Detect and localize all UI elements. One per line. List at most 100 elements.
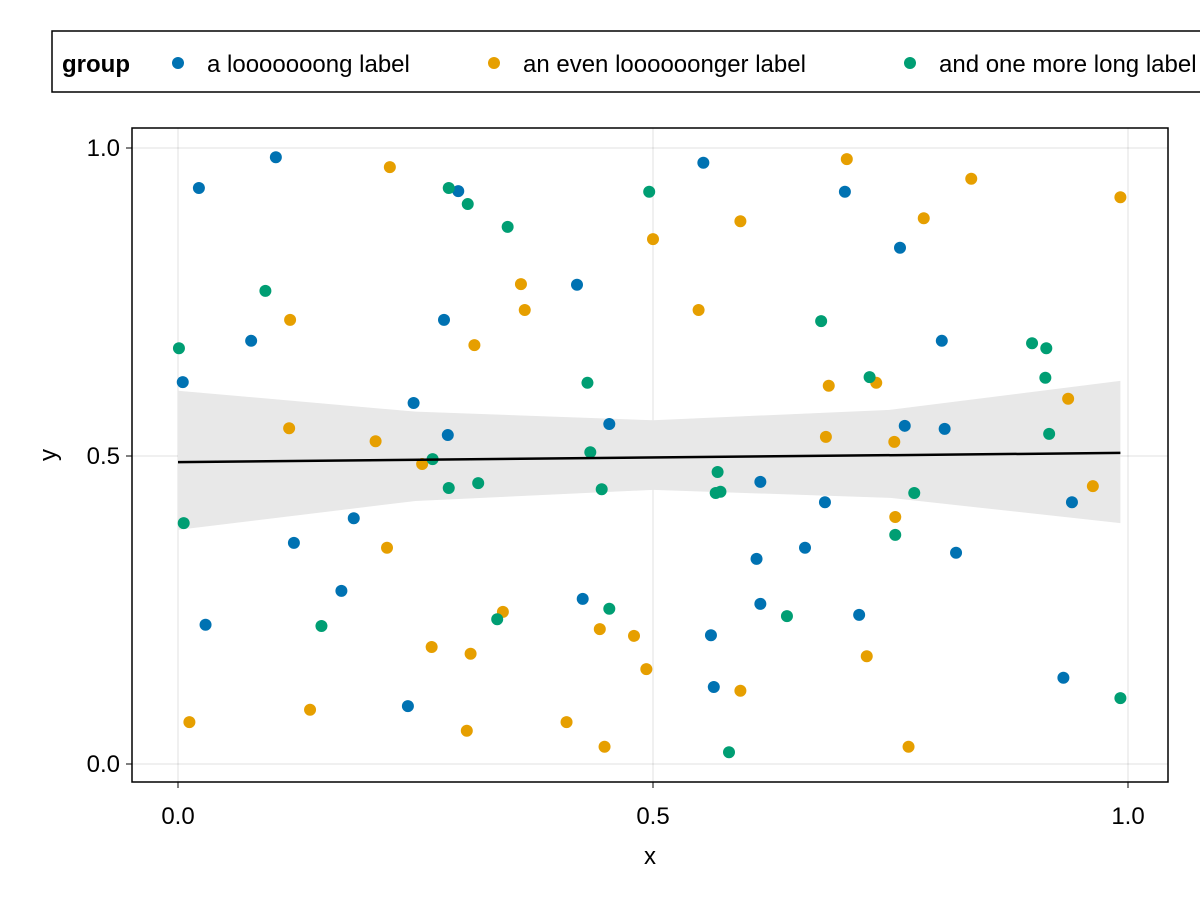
legend-frame xyxy=(51,30,1200,93)
data-point xyxy=(838,185,851,198)
data-point xyxy=(754,597,767,610)
data-point xyxy=(335,584,348,597)
data-point xyxy=(284,313,297,326)
data-point xyxy=(692,304,705,317)
data-point xyxy=(468,339,481,352)
data-point xyxy=(576,592,589,605)
data-point xyxy=(245,334,258,347)
data-point xyxy=(438,313,450,326)
data-point xyxy=(383,161,396,174)
data-point xyxy=(472,477,485,490)
x-axis-label: x xyxy=(644,843,656,870)
data-point xyxy=(902,740,915,753)
data-point xyxy=(598,740,611,753)
data-point xyxy=(822,379,835,392)
data-point xyxy=(283,422,296,435)
data-point xyxy=(401,700,414,713)
data-point xyxy=(818,496,831,509)
data-point xyxy=(347,512,360,525)
legend: group a looooooong label an even loooooon… xyxy=(51,30,1200,93)
data-point xyxy=(501,220,514,233)
data-point xyxy=(183,716,196,729)
data-point xyxy=(938,422,951,435)
data-point xyxy=(734,215,747,228)
data-point xyxy=(889,510,902,523)
data-point xyxy=(1062,392,1075,405)
data-point xyxy=(441,429,454,442)
data-point xyxy=(381,541,393,554)
data-point xyxy=(581,376,594,389)
data-point xyxy=(287,536,300,549)
data-point xyxy=(917,212,930,225)
data-point xyxy=(863,371,876,384)
series-1 xyxy=(176,151,1078,713)
data-point xyxy=(595,483,608,496)
regression-line xyxy=(177,451,1121,464)
data-point xyxy=(461,198,474,211)
plot-frame xyxy=(131,127,1169,783)
data-point xyxy=(464,647,477,660)
data-point xyxy=(560,716,573,729)
data-point xyxy=(172,342,185,355)
data-point xyxy=(860,650,873,663)
data-point xyxy=(176,376,189,389)
data-point xyxy=(259,284,272,297)
y-tick-label: 0.5 xyxy=(87,443,120,470)
confidence-band xyxy=(178,380,1121,530)
data-point xyxy=(734,684,747,697)
data-point xyxy=(514,278,527,291)
legend-title: group xyxy=(62,51,130,78)
data-point xyxy=(640,663,653,676)
data-point xyxy=(1086,480,1099,493)
data-point xyxy=(750,552,763,565)
data-point xyxy=(1114,692,1127,705)
data-point xyxy=(965,172,978,185)
series-3 xyxy=(172,182,1127,759)
data-point xyxy=(714,485,727,498)
data-point xyxy=(452,185,465,198)
data-point xyxy=(304,703,317,716)
x-tick-label: 0.5 xyxy=(636,803,669,830)
data-point xyxy=(584,446,597,459)
data-point xyxy=(425,640,438,653)
data-point xyxy=(1043,427,1056,440)
data-point xyxy=(177,517,190,530)
data-point xyxy=(643,185,656,198)
legend-marker xyxy=(488,57,500,69)
data-point xyxy=(647,233,659,246)
data-point xyxy=(723,746,735,759)
data-point xyxy=(935,334,948,347)
data-point xyxy=(697,156,710,169)
data-point xyxy=(704,629,717,642)
legend-label: and one more long label xyxy=(939,51,1197,78)
data-point xyxy=(815,315,828,328)
legend-label: a looooooong label xyxy=(207,51,410,78)
data-point xyxy=(840,153,853,166)
legend-label: an even loooooonger label xyxy=(523,51,806,78)
data-point xyxy=(1114,191,1127,204)
legend-marker xyxy=(904,57,916,69)
data-point xyxy=(819,430,832,443)
legend-entry: and one more long label xyxy=(904,51,1197,78)
data-point xyxy=(853,608,866,621)
data-point xyxy=(269,151,282,164)
data-point xyxy=(603,602,616,615)
data-point xyxy=(1040,342,1053,355)
data-point xyxy=(571,278,583,291)
data-point xyxy=(315,620,328,633)
legend-entry: an even loooooonger label xyxy=(488,51,806,78)
data-point xyxy=(950,546,963,559)
data-point xyxy=(780,610,793,623)
data-point xyxy=(707,681,720,693)
data-point xyxy=(593,623,606,636)
data-point xyxy=(369,435,382,448)
data-point xyxy=(442,182,455,195)
data-point xyxy=(908,486,921,499)
data-point xyxy=(518,304,531,317)
legend-marker xyxy=(172,57,184,69)
y-axis-label: y xyxy=(35,449,62,461)
data-point xyxy=(711,466,724,479)
series-2 xyxy=(183,153,1127,753)
data-point xyxy=(628,629,640,642)
